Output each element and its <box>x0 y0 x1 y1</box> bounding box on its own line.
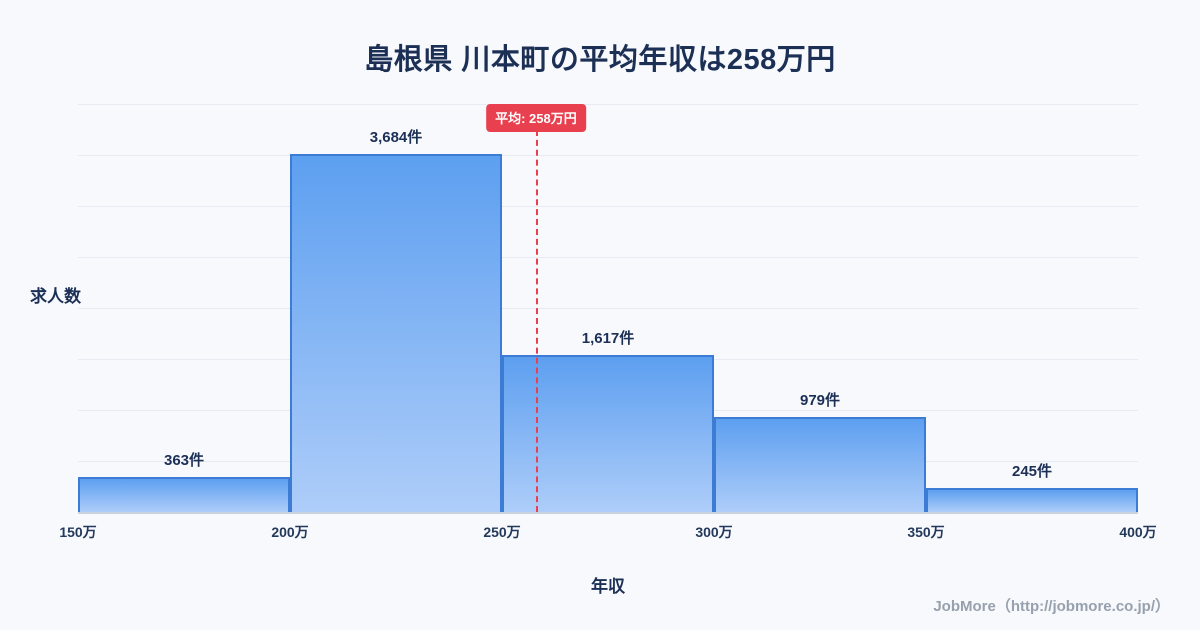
bar-value-label: 979件 <box>799 391 841 409</box>
bar-300万-350万 <box>714 416 926 512</box>
x-axis-label: 年収 <box>591 577 625 596</box>
bar-200万-250万 <box>290 154 502 512</box>
gridline <box>78 257 1138 258</box>
x-tick-label: 300万 <box>695 524 733 540</box>
bar-150万-200万 <box>78 476 290 512</box>
bar-350万-400万 <box>926 488 1138 512</box>
gridline <box>78 155 1138 156</box>
x-axis-line <box>78 512 1138 514</box>
average-line <box>535 130 538 512</box>
y-axis-label: 求人数 <box>30 287 81 306</box>
bar-value-label: 1,617件 <box>581 329 635 347</box>
bar-250万-300万 <box>502 354 714 512</box>
x-tick-label: 150万 <box>59 524 97 540</box>
gridline <box>78 308 1138 309</box>
x-tick-label: 250万 <box>483 524 521 540</box>
gridline <box>78 104 1138 105</box>
x-tick-label: 200万 <box>271 524 309 540</box>
x-tick-label: 350万 <box>907 524 945 540</box>
average-badge: 平均: 258万円 <box>486 104 586 132</box>
bar-value-label: 3,684件 <box>369 129 423 147</box>
bar-value-label: 245件 <box>1011 463 1053 481</box>
bar-value-label: 363件 <box>163 451 205 469</box>
x-tick-label: 400万 <box>1119 524 1157 540</box>
plot-area: 363件 3,684件 1,617件 979件 245件 平均: 258万円 150万 2… <box>59 104 1157 540</box>
gridline <box>78 206 1138 207</box>
credit-text: JobMore（http://jobmore.co.jp/） <box>933 598 1170 615</box>
chart-title: 島根県 川本町の平均年収は258万円 <box>364 44 836 76</box>
